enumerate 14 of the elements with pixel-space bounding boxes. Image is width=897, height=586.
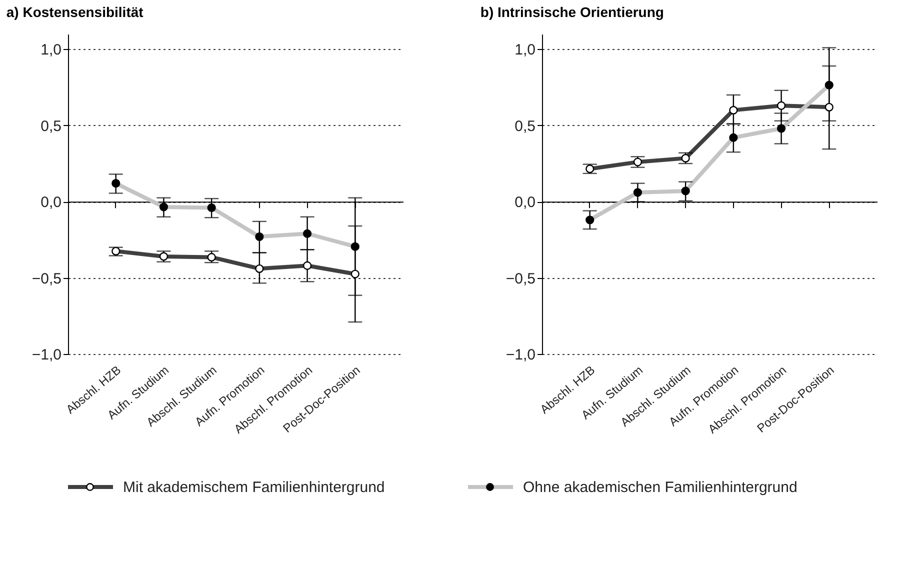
y-tick-label: 0,5 bbox=[40, 118, 62, 135]
y-tick-label: −1,0 bbox=[32, 346, 62, 364]
y-tick-label: 1,0 bbox=[514, 42, 536, 59]
y-tick-label: −0,5 bbox=[506, 270, 536, 288]
chart-title: a) Kostensensibilität bbox=[6, 4, 144, 20]
chart-title: b) Intrinsische Orientierung bbox=[480, 4, 664, 20]
y-tick-label: −0,5 bbox=[32, 270, 62, 288]
y-tick-label: 0,0 bbox=[514, 194, 536, 212]
y-tick-label: 0,5 bbox=[514, 118, 536, 135]
y-tick-label: 1,0 bbox=[40, 42, 62, 59]
y-tick-label: 0,0 bbox=[40, 194, 62, 212]
y-tick-label: −1,0 bbox=[506, 346, 536, 364]
legend-label: Mit akademischem Familienhintergrund bbox=[123, 479, 385, 496]
legend-label: Ohne akademischen Familienhintergrund bbox=[523, 479, 798, 496]
